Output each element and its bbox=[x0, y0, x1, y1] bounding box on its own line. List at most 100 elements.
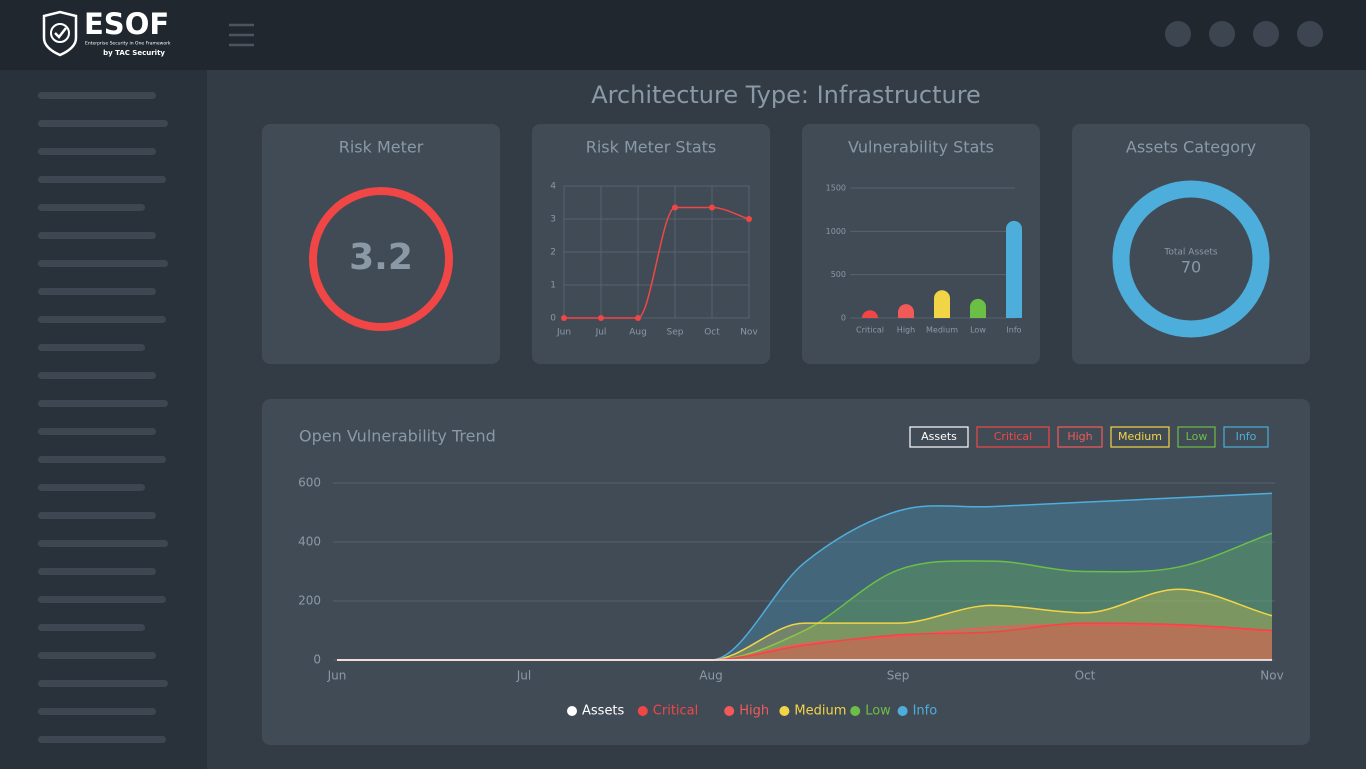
sidebar-item[interactable] bbox=[38, 148, 156, 155]
legend-dot[interactable] bbox=[779, 706, 790, 716]
card-title: Open Vulnerability Trend bbox=[299, 427, 496, 446]
bar bbox=[970, 298, 986, 318]
x-tick-label: High bbox=[897, 326, 915, 335]
y-tick-label: 2 bbox=[550, 248, 556, 258]
legend-label[interactable]: Critical bbox=[994, 430, 1032, 443]
logo-by: by TAC Security bbox=[103, 49, 165, 57]
point bbox=[598, 315, 604, 321]
legend-dot[interactable] bbox=[850, 706, 861, 716]
header-icon[interactable] bbox=[1253, 21, 1279, 47]
y-tick-label: 4 bbox=[550, 182, 556, 192]
area bbox=[337, 623, 1272, 660]
legend-toggle[interactable] bbox=[1223, 426, 1269, 448]
area bbox=[337, 624, 1272, 660]
x-tick-label: Jul bbox=[516, 669, 531, 683]
logo-shield bbox=[42, 10, 78, 57]
y-tick-label: 3 bbox=[550, 215, 556, 225]
sidebar-item[interactable] bbox=[38, 288, 156, 295]
sidebar-item[interactable] bbox=[38, 736, 166, 743]
sidebar-item[interactable] bbox=[38, 568, 156, 575]
sidebar-item[interactable] bbox=[38, 708, 156, 715]
sidebar-item[interactable] bbox=[38, 456, 166, 463]
y-tick-label: 600 bbox=[298, 476, 321, 490]
header bbox=[0, 0, 1366, 70]
legend-label[interactable]: Medium bbox=[1118, 430, 1162, 443]
area bbox=[337, 589, 1272, 660]
header-icon[interactable] bbox=[1165, 21, 1191, 47]
legend-label[interactable]: Low bbox=[865, 704, 891, 719]
legend-label[interactable]: Assets bbox=[582, 704, 625, 719]
x-tick-label: Medium bbox=[926, 326, 958, 335]
header-icon[interactable] bbox=[1209, 21, 1235, 47]
bar bbox=[898, 304, 914, 318]
legend-toggle[interactable] bbox=[976, 426, 1050, 448]
sidebar-item[interactable] bbox=[38, 512, 156, 519]
sidebar-item[interactable] bbox=[38, 624, 145, 631]
card-title: Vulnerability Stats bbox=[848, 138, 994, 157]
donut-total: 70 bbox=[1181, 258, 1201, 277]
sidebar-item[interactable] bbox=[38, 484, 145, 491]
legend-label[interactable]: Info bbox=[1236, 430, 1257, 443]
legend-label[interactable]: Info bbox=[913, 704, 938, 719]
card-title: Risk Meter Stats bbox=[586, 138, 717, 157]
sidebar-item[interactable] bbox=[38, 540, 168, 547]
legend-label[interactable]: Critical bbox=[653, 704, 698, 719]
legend-dot[interactable] bbox=[637, 706, 648, 716]
assets-donut bbox=[1112, 180, 1270, 338]
legend-dot[interactable] bbox=[897, 706, 908, 716]
x-tick-label: Aug bbox=[629, 328, 647, 338]
legend-toggle[interactable] bbox=[1110, 426, 1170, 448]
x-tick-label: Aug bbox=[699, 669, 722, 683]
y-tick-label: 500 bbox=[831, 270, 846, 279]
x-tick-label: Low bbox=[970, 326, 986, 335]
x-tick-label: Sep bbox=[667, 328, 684, 338]
y-tick-label: 400 bbox=[298, 535, 321, 549]
sidebar-item[interactable] bbox=[38, 204, 145, 211]
legend-toggle[interactable] bbox=[1057, 426, 1103, 448]
y-tick-label: 0 bbox=[313, 653, 321, 667]
legend-dot[interactable] bbox=[724, 706, 735, 716]
legend-label[interactable]: High bbox=[739, 704, 769, 719]
bar bbox=[862, 310, 878, 318]
legend-label[interactable]: High bbox=[1067, 430, 1092, 443]
sidebar-item[interactable] bbox=[38, 344, 145, 351]
risk-meter-ring bbox=[309, 187, 453, 331]
card bbox=[802, 124, 1040, 364]
y-tick-label: 200 bbox=[298, 594, 321, 608]
sidebar-item[interactable] bbox=[38, 316, 166, 323]
point bbox=[635, 315, 641, 321]
sidebar-item[interactable] bbox=[38, 652, 156, 659]
legend-label[interactable]: Assets bbox=[921, 430, 957, 443]
x-tick-label: Info bbox=[1006, 326, 1021, 335]
x-tick-label: Nov bbox=[1260, 669, 1283, 683]
x-tick-label: Jun bbox=[556, 328, 571, 338]
menu-button[interactable] bbox=[229, 23, 254, 47]
legend-dot[interactable] bbox=[567, 706, 577, 716]
point bbox=[746, 216, 752, 222]
sidebar-item[interactable] bbox=[38, 596, 166, 603]
sidebar-item[interactable] bbox=[38, 400, 168, 407]
sidebar-item[interactable] bbox=[38, 428, 156, 435]
point bbox=[672, 204, 678, 211]
y-tick-label: 1000 bbox=[826, 227, 846, 236]
sidebar-item[interactable] bbox=[38, 372, 156, 379]
legend-toggle[interactable] bbox=[1177, 426, 1216, 448]
legend-toggle[interactable] bbox=[909, 426, 969, 448]
sidebar-item[interactable] bbox=[38, 92, 156, 99]
legend-label[interactable]: Low bbox=[1186, 430, 1208, 443]
x-tick-label: Oct bbox=[704, 328, 720, 338]
x-tick-label: Nov bbox=[740, 328, 758, 338]
area bbox=[337, 493, 1272, 660]
legend-label[interactable]: Medium bbox=[794, 704, 846, 719]
header-icon[interactable] bbox=[1297, 21, 1323, 47]
logo-ring bbox=[50, 23, 70, 43]
sidebar-item[interactable] bbox=[38, 176, 166, 183]
point bbox=[709, 204, 715, 211]
sidebar-item[interactable] bbox=[38, 232, 156, 239]
sidebar-item[interactable] bbox=[38, 680, 168, 687]
sidebar bbox=[0, 70, 207, 769]
sidebar-item[interactable] bbox=[38, 120, 168, 127]
sidebar-item[interactable] bbox=[38, 260, 168, 267]
